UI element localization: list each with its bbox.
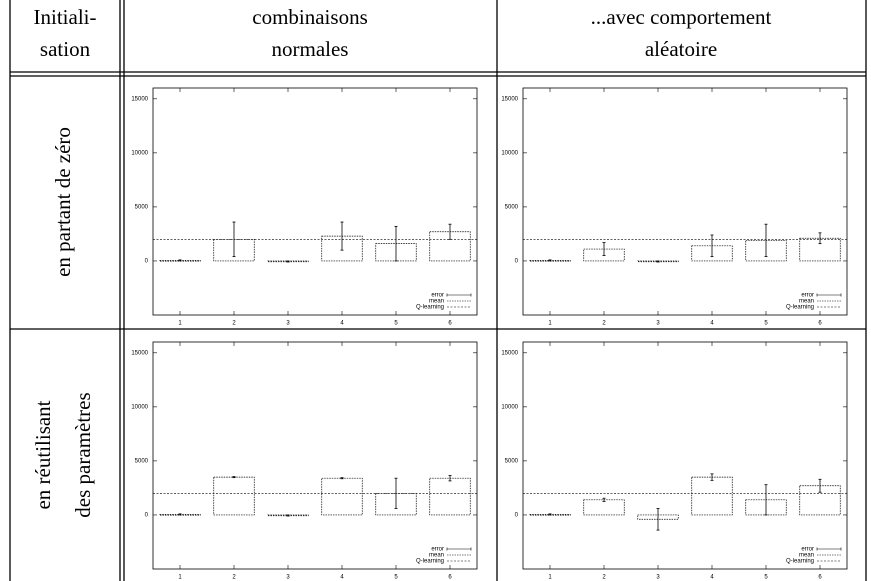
plot-frame <box>522 341 848 570</box>
plot-frame <box>152 87 478 316</box>
x-tick-label: 2 <box>602 321 606 327</box>
header-text: combinaisons <box>252 5 368 29</box>
y-tick-label: 15000 <box>501 350 518 356</box>
x-tick-label: 1 <box>178 575 182 581</box>
x-tick-label: 2 <box>602 575 606 581</box>
x-tick-label: 4 <box>340 321 344 327</box>
legend-label: Q-learning <box>416 305 444 311</box>
y-tick-label: 10000 <box>131 404 148 410</box>
y-tick-label: 5000 <box>505 204 519 210</box>
header-text: Initiali- <box>34 5 97 29</box>
x-tick-label: 3 <box>286 321 290 327</box>
bar <box>429 477 471 516</box>
x-tick-label: 6 <box>818 575 822 581</box>
legend-label: error <box>431 547 444 553</box>
bar <box>583 499 625 516</box>
x-tick-label: 4 <box>710 575 714 581</box>
x-tick-label: 2 <box>232 575 236 581</box>
y-tick-label: 10000 <box>501 404 518 410</box>
y-tick-label: 5000 <box>135 204 149 210</box>
x-tick-label: 5 <box>394 321 398 327</box>
bar <box>321 477 363 516</box>
y-tick-label: 15000 <box>131 350 148 356</box>
y-tick-label: 0 <box>515 513 519 519</box>
row-label: en réutilisant <box>31 400 55 509</box>
legend-label: error <box>431 293 444 299</box>
bar <box>213 476 255 516</box>
x-tick-label: 2 <box>232 321 236 327</box>
y-tick-label: 0 <box>145 259 149 265</box>
row-label: en partant de zéro <box>51 127 75 277</box>
plot-frame <box>522 87 848 316</box>
x-tick-label: 3 <box>286 575 290 581</box>
row-label: des paramètres <box>71 392 95 517</box>
x-tick-label: 6 <box>448 321 452 327</box>
x-tick-label: 3 <box>656 575 660 581</box>
x-tick-label: 3 <box>656 321 660 327</box>
y-tick-label: 0 <box>145 513 149 519</box>
legend-label: mean <box>799 299 814 305</box>
legend-label: mean <box>799 553 814 559</box>
x-tick-label: 5 <box>764 575 768 581</box>
x-tick-label: 5 <box>394 575 398 581</box>
header-text: aléatoire <box>645 37 717 61</box>
y-tick-label: 5000 <box>135 458 149 464</box>
y-tick-label: 0 <box>515 259 519 265</box>
legend-label: mean <box>429 553 444 559</box>
legend-label: Q-learning <box>786 559 814 565</box>
y-tick-label: 10000 <box>131 150 148 156</box>
legend-label: Q-learning <box>416 559 444 565</box>
y-tick-label: 15000 <box>501 96 518 102</box>
table-borders <box>9 0 867 581</box>
bar <box>691 476 733 516</box>
x-tick-label: 4 <box>710 321 714 327</box>
legend-label: Q-learning <box>786 305 814 311</box>
header-text: ...avec comportement <box>591 5 772 29</box>
x-tick-label: 4 <box>340 575 344 581</box>
legend-label: mean <box>429 299 444 305</box>
header-text: normales <box>272 37 349 61</box>
x-tick-label: 5 <box>764 321 768 327</box>
y-tick-label: 10000 <box>501 150 518 156</box>
x-tick-label: 1 <box>548 575 552 581</box>
y-tick-label: 15000 <box>131 96 148 102</box>
x-tick-label: 1 <box>178 321 182 327</box>
x-tick-label: 6 <box>448 575 452 581</box>
legend-label: error <box>801 547 814 553</box>
legend-label: error <box>801 293 814 299</box>
x-tick-label: 1 <box>548 321 552 327</box>
x-tick-label: 6 <box>818 321 822 327</box>
plot-frame <box>152 341 478 570</box>
header-text: sation <box>40 37 91 61</box>
y-tick-label: 5000 <box>505 458 519 464</box>
